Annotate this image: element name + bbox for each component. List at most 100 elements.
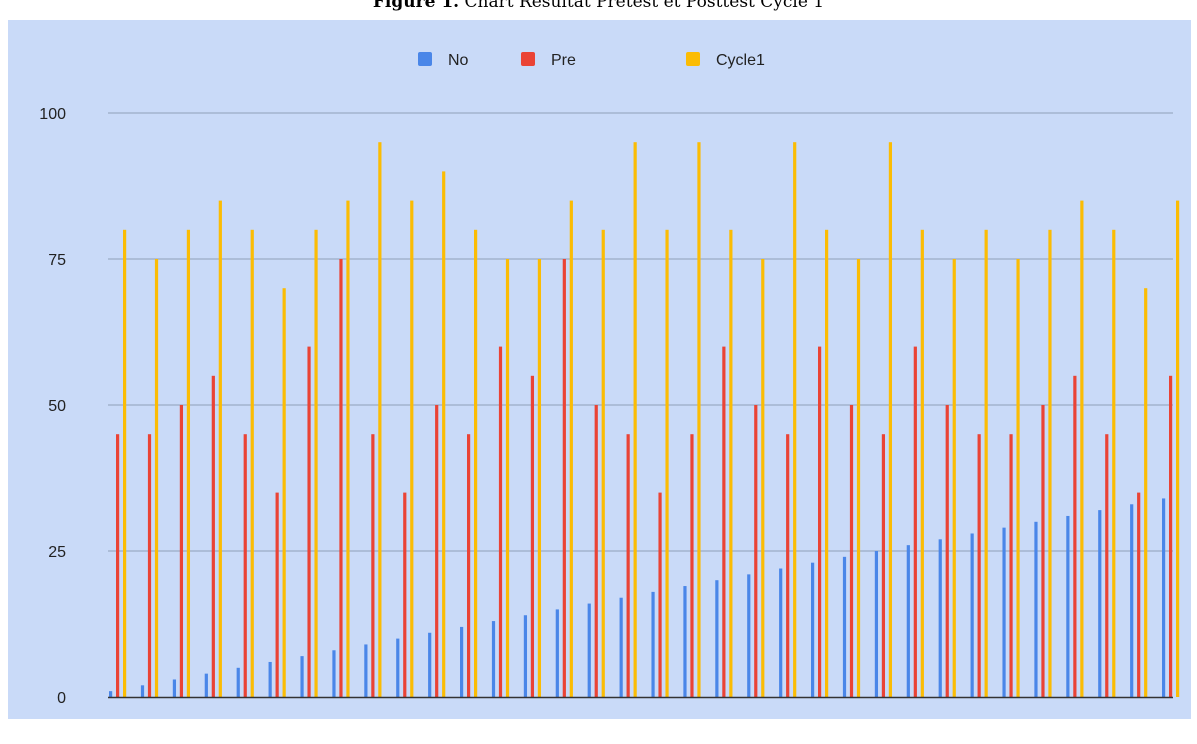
- bar-no: [811, 562, 815, 697]
- bar-pre: [562, 259, 566, 697]
- bar-no: [970, 533, 974, 697]
- bar-pre: [179, 405, 184, 697]
- bar-no: [140, 685, 145, 697]
- bar-pre: [881, 434, 886, 697]
- bar-no: [491, 621, 496, 697]
- chart-panel: 0 25 50 75 100 No Pre Cycle1: [8, 20, 1191, 719]
- bar-cycle1: [123, 229, 127, 698]
- legend-label-no: No: [448, 52, 469, 69]
- bar-cycle1: [601, 229, 605, 698]
- bar-pre: [275, 492, 279, 697]
- bar-no: [236, 667, 240, 697]
- bar-cycle1: [1080, 200, 1084, 697]
- bar-no: [906, 545, 910, 697]
- bar-cycle1: [442, 171, 446, 697]
- bar-cycle1: [793, 142, 797, 697]
- bar-no: [555, 609, 559, 697]
- bar-pre: [594, 405, 598, 697]
- legend-label-cycle1: Cycle1: [716, 52, 765, 69]
- bar-no: [172, 679, 177, 697]
- y-tick-label: 25: [48, 544, 66, 561]
- figure-label: Figure 1.: [372, 0, 460, 12]
- bar-no: [683, 586, 687, 697]
- bar-pre: [498, 346, 503, 697]
- bar-cycle1: [1176, 200, 1180, 697]
- bar-pre: [1073, 375, 1077, 697]
- bar-pre: [913, 346, 917, 697]
- bar-cycle1: [346, 200, 350, 697]
- bar-cycle1: [952, 259, 956, 697]
- bar-cycle1: [218, 200, 222, 697]
- bar-pre: [147, 434, 152, 697]
- legend-label-pre: Pre: [551, 52, 576, 69]
- bar-no: [938, 539, 942, 697]
- bar-no: [747, 574, 751, 697]
- bar-pre: [786, 434, 790, 697]
- bar-no: [842, 556, 847, 697]
- bar-pre: [1009, 434, 1013, 697]
- bar-pre: [1105, 434, 1109, 697]
- figure-caption: Figure 1. Chart Resultat Pretest et Post…: [0, 0, 1197, 12]
- bar-no: [460, 626, 464, 697]
- bar-pre: [403, 492, 407, 697]
- bar-no: [1098, 510, 1102, 697]
- bar-pre: [658, 492, 662, 697]
- bar-no: [651, 591, 655, 697]
- bar-no: [587, 603, 591, 697]
- bar-pre: [690, 434, 694, 697]
- bar-chart: 0 25 50 75 100 No Pre Cycle1: [39, 52, 1180, 707]
- bar-cycle1: [505, 259, 510, 697]
- bar-pre: [1041, 405, 1045, 697]
- bar-cycle1: [1016, 259, 1020, 697]
- figure-title: Chart Resultat Pretest et Posttest Cycle…: [464, 0, 825, 12]
- bar-no: [715, 580, 719, 697]
- bar-pre: [626, 434, 630, 697]
- bar-pre: [754, 405, 758, 697]
- bar-no: [1130, 504, 1134, 697]
- bar-no: [619, 597, 623, 697]
- bar-pre: [722, 346, 726, 697]
- bar-cycle1: [984, 229, 988, 698]
- bar-no: [523, 615, 528, 697]
- bar-no: [428, 632, 432, 697]
- y-tick-label: 100: [39, 106, 66, 123]
- bar-cycle1: [920, 229, 924, 698]
- bar-no: [874, 551, 879, 697]
- bar-no: [364, 644, 368, 697]
- bar-cycle1: [665, 229, 669, 698]
- bar-pre: [818, 346, 822, 697]
- bar-pre: [849, 405, 854, 697]
- bar-no: [1066, 515, 1070, 697]
- bar-cycle1: [761, 259, 765, 697]
- bar-pre: [339, 259, 343, 697]
- y-tick-label: 75: [48, 252, 66, 269]
- bar-cycle1: [186, 229, 191, 698]
- bar-cycle1: [825, 229, 829, 698]
- bar-pre: [977, 434, 981, 697]
- bar-cycle1: [569, 200, 573, 697]
- y-tick-label: 0: [57, 690, 66, 707]
- bar-pre: [243, 434, 247, 697]
- bar-cycle1: [474, 229, 478, 698]
- bar-cycle1: [888, 142, 893, 697]
- bar-no: [268, 661, 272, 697]
- bar-cycle1: [537, 259, 542, 697]
- bar-pre: [467, 434, 471, 697]
- bar-cycle1: [1144, 288, 1148, 697]
- bar-pre: [1169, 375, 1173, 697]
- bar-no: [332, 650, 336, 697]
- bar-cycle1: [154, 259, 159, 697]
- bar-cycle1: [697, 142, 701, 697]
- bar-cycle1: [729, 229, 733, 698]
- bar-cycle1: [1048, 229, 1052, 698]
- bar-cycle1: [633, 142, 637, 697]
- legend-swatch-cycle1: [686, 52, 700, 66]
- y-tick-label: 50: [48, 398, 66, 415]
- bar-no: [204, 673, 208, 697]
- bar-cycle1: [410, 200, 414, 697]
- bar-no: [396, 638, 400, 697]
- bar-no: [109, 691, 113, 697]
- bar-no: [300, 656, 304, 697]
- bar-cycle1: [1112, 229, 1116, 698]
- bar-pre: [1137, 492, 1141, 697]
